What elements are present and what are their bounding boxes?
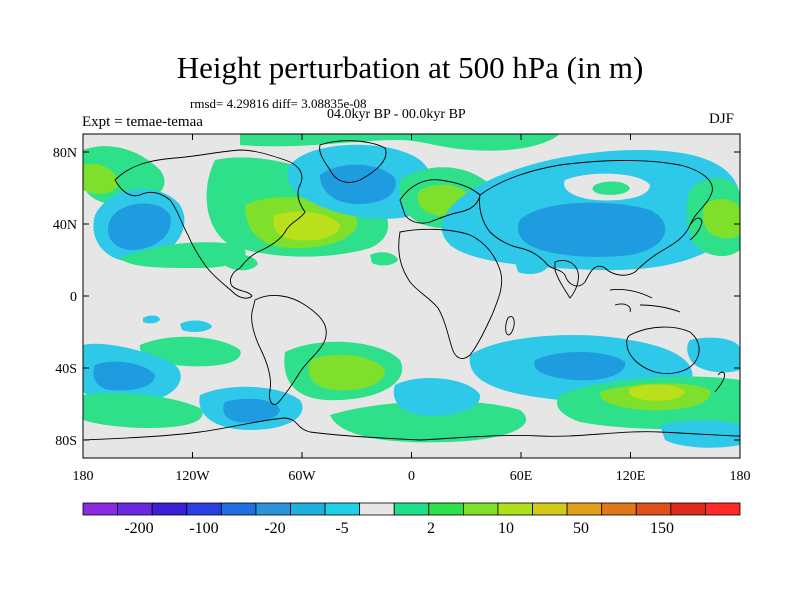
lon-tick-label: 60E (510, 469, 533, 484)
colorbar-swatch (705, 502, 741, 516)
anomaly-asia-low-core (517, 202, 666, 257)
lon-tick-label: 180 (73, 469, 94, 484)
anomaly-s-pacific-green (139, 336, 241, 367)
anomaly-indian-ocean-low-core (534, 351, 626, 381)
colorbar-swatch (151, 502, 188, 516)
coast-japan (689, 217, 703, 241)
lat-tick-label: 80S (55, 434, 77, 449)
colorbar-swatch (186, 502, 222, 516)
anomaly-atlantic-green-spot (370, 252, 398, 266)
anomaly-mexico-green-spot (225, 254, 258, 271)
lat-tick-label: 80N (53, 146, 77, 161)
colorbar-swatch (290, 502, 326, 516)
colorbar-swatch (428, 502, 464, 516)
coast-asia (479, 160, 713, 287)
coast-madagascar (505, 315, 515, 336)
longitude-axis: 180 120W 60W 0 60E 120E 180 (73, 134, 751, 484)
colorbar-swatch (532, 502, 568, 516)
season-label: DJF (709, 111, 735, 127)
anomaly-nw-pacific-lime (83, 163, 118, 195)
lon-tick-label: 120W (175, 469, 210, 484)
coast-greenland (319, 140, 387, 183)
coast-europe (399, 179, 481, 224)
experiment-label: Expt = temae-temaa (82, 114, 203, 130)
colorbar-label: -100 (189, 520, 218, 537)
coast-antarctica (83, 417, 740, 441)
colorbar-swatch (670, 502, 706, 516)
anomaly-tasman-low (687, 337, 740, 373)
colorbar-swatch (117, 502, 153, 516)
lat-tick-label: 40N (53, 218, 77, 233)
lon-tick-label: 60W (288, 469, 316, 484)
coast-australia (626, 326, 700, 374)
lon-tick-label: 0 (408, 469, 415, 484)
anomaly-tropics-blue-spot-2 (180, 320, 212, 332)
colorbar-label: 2 (427, 520, 435, 537)
anomaly-s-ocean-green (330, 400, 527, 443)
colorbar-label: -5 (335, 520, 348, 537)
coast-se-asia-islands (609, 289, 681, 313)
anomaly-arctic-green (240, 134, 560, 151)
colorbar-swatch (566, 502, 603, 516)
colorbar-label: -20 (264, 520, 285, 537)
lon-tick-label: 120E (616, 469, 646, 484)
anomaly-nw-pacific-high-core (702, 198, 740, 239)
coastlines (83, 140, 740, 441)
anomaly-s-atlantic-high-core (308, 354, 385, 391)
anomaly-se-pacific-low-core (223, 398, 280, 423)
coast-africa (398, 228, 503, 359)
lon-tick-label: 180 (730, 469, 751, 484)
anomaly-pacific-green-band (120, 242, 246, 268)
anomaly-n-pacific-low-core (108, 203, 171, 250)
colorbar-label: -200 (124, 520, 153, 537)
colorbar-label: 50 (573, 520, 589, 537)
lat-tick-label: 0 (70, 290, 77, 305)
anomaly-s-indian-high-core (628, 384, 685, 401)
rmsd-diff-stats: rmsd= 4.29816 diff= 3.08835e-08 (190, 96, 367, 111)
colorbar-swatch (497, 502, 533, 516)
colorbar-label: 10 (498, 520, 514, 537)
anomaly-s-pacific-low-core (93, 361, 155, 391)
anomaly-north-america-high-core (273, 211, 340, 241)
coast-north-america (114, 149, 306, 299)
colorbar-swatch (359, 502, 395, 516)
anomaly-siberia-green (592, 181, 630, 195)
anomaly-africa-blue-spot (515, 258, 548, 274)
anomaly-fields (83, 134, 740, 448)
map-title: Height perturbation at 500 hPa (in m) (176, 50, 644, 85)
colorbar-swatch (601, 502, 637, 516)
colorbar-swatch (324, 502, 361, 516)
colorbar-label: 150 (650, 520, 674, 537)
colorbar-swatch (82, 502, 118, 516)
colorbar-swatch (393, 502, 430, 516)
colorbar-swatch (255, 502, 291, 516)
anomaly-s-pacific-green-band (83, 393, 203, 428)
colorbar-swatch (462, 502, 499, 516)
colorbar-swatch (220, 502, 257, 516)
period-label: 04.0kyr BP - 00.0kyr BP (327, 107, 466, 122)
coast-new-zealand (714, 371, 725, 393)
anomaly-greenland-low-core (320, 164, 396, 205)
colorbar: -200 -100 -20 -5 2 10 50 150 (82, 502, 741, 537)
latitude-axis: 80N 40N 0 40S 80S (53, 146, 740, 449)
anomaly-tropics-blue-spot (143, 315, 160, 324)
coast-south-america (251, 294, 327, 405)
lat-tick-label: 40S (55, 362, 77, 377)
colorbar-swatch (635, 502, 672, 516)
anomaly-s-atlantic-low (393, 377, 481, 416)
coast-india (554, 260, 579, 299)
